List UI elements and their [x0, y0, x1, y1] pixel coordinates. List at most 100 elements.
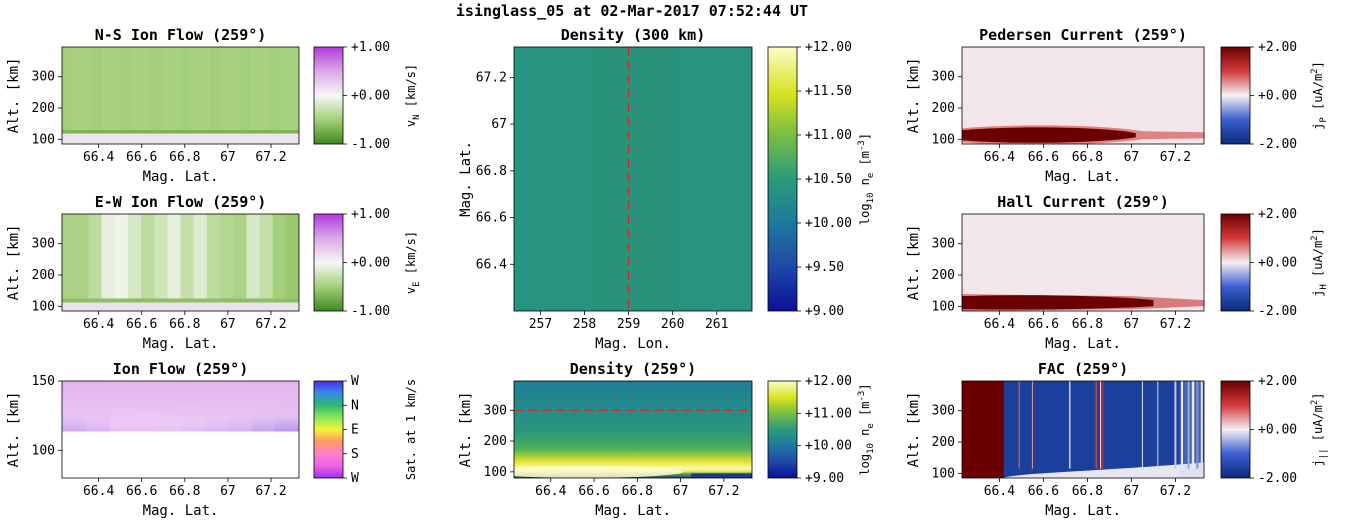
heatmap-column — [101, 214, 116, 299]
heatmap-cell — [131, 47, 142, 130]
heatmap-field — [514, 47, 752, 311]
y-axis-label: Mag. Lat. — [458, 141, 474, 217]
y-tick-label: 200 — [484, 434, 507, 449]
heatmap-column — [220, 214, 234, 299]
y-tick-label: 100 — [32, 299, 55, 314]
axes-frame — [61, 46, 300, 145]
heatmap-cell — [160, 47, 172, 130]
panel-ion-flow-direction: 66.4 66.6 66.8 67 67.2 100 150 Mag. Lat. Alt. [k… — [6, 360, 418, 519]
x-tick-label: 67.2 — [1160, 484, 1191, 499]
heatmap-column — [193, 214, 208, 299]
x-tick-label: 67.2 — [1160, 150, 1191, 165]
colorbar — [1220, 380, 1251, 479]
heatmap-cell — [259, 47, 270, 130]
x-tick-label: 67 — [673, 484, 689, 499]
heatmap-cell — [150, 47, 162, 130]
colorbar-label: Sat. at 1 km/s — [404, 379, 418, 480]
y-tick-label: 300 — [932, 237, 955, 252]
heatmap — [514, 47, 752, 311]
colorbar-tick-label: W — [351, 374, 359, 389]
x-tick-label: 67 — [220, 317, 236, 332]
heatmap — [62, 381, 299, 478]
heatmap-cell — [62, 47, 73, 130]
colorbar — [1220, 46, 1251, 145]
colorbar — [767, 380, 798, 479]
panel-ns-ion-flow: 66.4 66.6 66.8 67 67.2 100 200 300 Mag. Lat. Alt.… — [6, 26, 422, 185]
x-tick-label: 66.8 — [169, 317, 200, 332]
colorbar-tick-label: +11.00 — [805, 406, 852, 421]
heatmap-boundary-band — [62, 129, 299, 134]
colorbar-tick-label: +0.00 — [351, 256, 390, 271]
y-tick-label: 200 — [32, 101, 55, 116]
x-tick-label: 257 — [529, 317, 552, 332]
heatmap-cell — [141, 47, 152, 130]
x-tick-label: 67.2 — [1160, 317, 1191, 332]
heatmap-cell — [111, 47, 122, 130]
colorbar-tick-label: +11.00 — [805, 128, 852, 143]
x-tick-label: 258 — [573, 317, 596, 332]
heatmap-cell — [190, 47, 201, 130]
heatmap — [62, 47, 299, 144]
heatmap — [962, 47, 1204, 144]
axes-frame — [61, 213, 300, 312]
x-tick-label: 66.4 — [83, 317, 114, 332]
heatmap — [962, 214, 1204, 311]
heatmap-column — [141, 214, 155, 299]
axes-frame — [61, 380, 300, 479]
y-tick-label: 200 — [32, 268, 55, 283]
heatmap-boundary-band — [62, 298, 299, 303]
axes-frame — [961, 380, 1205, 479]
heatmap-column — [62, 214, 76, 299]
heatmap-cell — [229, 47, 241, 130]
colorbar-tick-label: +1.00 — [351, 40, 390, 55]
colorbar-tick-label: +10.00 — [805, 216, 852, 231]
colorbar-tick-label: -2.00 — [1258, 137, 1297, 152]
colorbar-tick-label: +0.00 — [1258, 89, 1297, 104]
heatmap-cell — [210, 47, 221, 130]
x-axis-label: Mag. Lon. — [595, 336, 671, 352]
y-tick-label: 100 — [484, 465, 507, 480]
panel-title: Hall Current (259°) — [997, 193, 1169, 211]
x-tick-label: 67 — [220, 150, 236, 165]
heatmap — [514, 381, 752, 478]
x-tick-label: 67.2 — [255, 150, 286, 165]
y-tick-label: 67 — [491, 117, 507, 132]
colorbar-tick-label: S — [351, 447, 359, 462]
colorbar-tick-label: -1.00 — [351, 304, 390, 319]
x-tick-label: 66.6 — [126, 150, 157, 165]
colorbar-tick-label: +12.00 — [805, 40, 852, 55]
panel-pedersen-current: 66.4 66.6 66.8 67 67.2 100 200 300 Mag. Lat. Alt.… — [906, 26, 1329, 185]
y-axis-label: Alt. [km] — [6, 58, 22, 134]
colorbar-tick-label: +2.00 — [1258, 374, 1297, 389]
fac-lower-region — [1003, 462, 1204, 478]
colorbar-tick-label: E — [351, 423, 359, 438]
x-tick-label: 259 — [617, 317, 640, 332]
colorbar-tick-label: N — [351, 398, 359, 413]
x-tick-label: 66.8 — [1072, 317, 1103, 332]
heatmap-column — [285, 214, 299, 299]
y-axis-label: Alt. [km] — [6, 392, 22, 468]
panel-hall-current: 66.4 66.6 66.8 67 67.2 100 200 300 Mag. Lat. Alt.… — [906, 193, 1329, 352]
colorbar-tick-label: +2.00 — [1258, 40, 1297, 55]
panel-title: N-S Ion Flow (259°) — [95, 26, 267, 44]
heatmap-cell — [180, 47, 191, 130]
heatmap-column — [75, 214, 89, 299]
colorbar — [1220, 213, 1251, 312]
y-tick-label: 300 — [932, 70, 955, 85]
colorbar — [767, 46, 798, 312]
x-tick-label: 66.8 — [169, 484, 200, 499]
x-tick-label: 66.6 — [1028, 150, 1059, 165]
y-tick-label: 300 — [484, 403, 507, 418]
panel-title: Pedersen Current (259°) — [979, 26, 1187, 44]
colorbar-label: vN [km/s] — [404, 64, 422, 127]
colorbar-tick-label: +0.00 — [1258, 423, 1297, 438]
axes-frame — [961, 46, 1205, 145]
x-tick-label: 66.6 — [126, 484, 157, 499]
y-tick-label: 100 — [932, 466, 955, 481]
y-tick-label: 300 — [32, 237, 55, 252]
current-layer — [962, 127, 1136, 143]
panel-density-259: 66.4 66.6 66.8 67 67.2 100 200 300 Mag. Lat. Alt.… — [458, 360, 876, 519]
panel-ew-ion-flow: 66.4 66.6 66.8 67 67.2 100 200 300 Mag. Lat. Alt.… — [6, 193, 422, 352]
panel-density-300km: 257 258 259 260 261 66.4 66.6 66.8 67 67.2 Mag. Lo… — [458, 26, 876, 352]
heatmap-cell — [200, 47, 211, 130]
